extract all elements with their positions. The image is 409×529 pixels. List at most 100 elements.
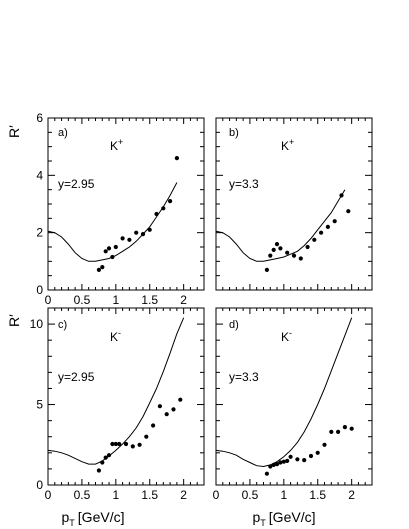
x-tick-label: 0.5 — [74, 293, 91, 307]
data-point — [134, 230, 139, 235]
data-point — [274, 242, 280, 247]
data-point — [325, 224, 330, 229]
data-point — [278, 246, 283, 251]
data-points — [96, 156, 179, 272]
data-point — [271, 462, 276, 467]
panel-d: 0 0.5 1 1.5 2 d) K- y=3.3 — [213, 307, 373, 502]
data-point — [288, 454, 293, 459]
data-point — [106, 453, 112, 458]
data-point — [268, 464, 273, 469]
y-tick-label: 4 — [36, 168, 43, 182]
data-point — [342, 425, 347, 430]
data-point — [278, 460, 283, 465]
panel-frame — [215, 307, 373, 486]
tick-marks — [215, 117, 372, 291]
charge-superscript: + — [289, 137, 294, 147]
data-point — [168, 199, 173, 204]
data-point — [100, 460, 105, 465]
data-point — [154, 211, 159, 217]
x-tick-label: 0 — [45, 293, 52, 307]
x-tick-label: 2 — [348, 488, 355, 502]
model-curve — [215, 189, 346, 262]
y-tick-label: 5 — [36, 398, 43, 412]
x-axis-p: p — [62, 509, 70, 525]
x-axis-unit: [GeV/c] — [78, 509, 125, 525]
data-points — [96, 397, 183, 473]
model-curve — [215, 317, 353, 468]
data-point — [103, 455, 108, 460]
rapidity-label: y=2.95 — [58, 370, 95, 384]
panel-label: b) — [229, 127, 239, 139]
data-points — [264, 425, 354, 476]
panel-label: a) — [58, 127, 68, 139]
particle-symbol: K — [110, 139, 118, 153]
x-tick-label: 2 — [180, 293, 187, 307]
x-axis-title-right: pT [GeV/c] — [253, 509, 316, 528]
data-point — [178, 397, 183, 402]
x-axis-subscript: T — [69, 518, 75, 528]
data-point — [271, 247, 276, 252]
data-point — [130, 444, 135, 449]
data-point — [171, 407, 176, 412]
data-point — [123, 441, 129, 447]
particle-label: K+ — [110, 137, 123, 153]
data-point — [100, 265, 105, 270]
panel-label: c) — [58, 319, 67, 331]
tick-labels: 0 0.5 1 1.5 2 0 2 4 6 — [36, 111, 187, 307]
x-axis-unit: [GeV/c] — [269, 509, 316, 525]
x-tick-label: 0 — [45, 488, 52, 502]
panel-frame — [47, 307, 205, 486]
data-point — [281, 459, 286, 464]
data-point — [110, 441, 115, 447]
data-point — [322, 442, 327, 447]
x-axis-subscript: T — [260, 518, 266, 528]
data-point — [332, 219, 337, 224]
data-point — [298, 256, 303, 261]
data-point — [264, 471, 269, 476]
tick-labels: 0 0.5 1 1.5 2 0 5 10 — [30, 317, 188, 502]
data-points — [264, 193, 351, 272]
data-point — [96, 468, 101, 473]
data-point — [285, 458, 290, 463]
data-point — [164, 412, 169, 417]
data-point — [103, 249, 108, 254]
data-point — [144, 434, 149, 439]
y-axis-symbol-bottom: R′ — [6, 314, 22, 327]
data-point — [117, 441, 122, 447]
charge-superscript: - — [118, 328, 121, 338]
model-curve — [47, 317, 185, 465]
data-point — [295, 457, 300, 462]
data-point — [349, 426, 354, 431]
charge-superscript: + — [118, 137, 123, 147]
data-point — [308, 453, 314, 459]
y-tick-label: 10 — [30, 317, 44, 331]
data-point — [106, 246, 112, 251]
x-axis-p: p — [253, 509, 261, 525]
data-point — [268, 253, 273, 258]
panel-label: d) — [229, 319, 239, 331]
data-point — [346, 209, 351, 214]
x-tick-label: 1 — [112, 293, 119, 307]
data-point — [312, 237, 317, 242]
x-tick-label: 1.5 — [309, 488, 326, 502]
data-point — [113, 441, 118, 447]
charge-superscript: - — [289, 328, 292, 338]
panel-a: 0 0.5 1 1.5 2 0 2 4 6 a) K+ y=2.95 — [36, 111, 205, 307]
data-point — [127, 237, 132, 242]
rapidity-label: y=2.95 — [58, 177, 95, 191]
x-tick-label: 1 — [112, 488, 119, 502]
data-point — [315, 450, 320, 455]
y-tick-label: 0 — [36, 478, 43, 492]
tick-marks — [47, 308, 204, 486]
x-tick-label: 2 — [180, 488, 187, 502]
tick-labels: 0 0.5 1 1.5 2 — [213, 488, 356, 502]
particle-label: K- — [281, 328, 292, 344]
y-tick-label: 6 — [36, 111, 43, 125]
x-tick-label: 1.5 — [141, 488, 158, 502]
x-tick-label: 1.5 — [141, 293, 158, 307]
x-axis-title-left: pT [GeV/c] — [62, 509, 125, 528]
panel-b: b) K+ y=3.3 — [215, 117, 373, 291]
data-point — [110, 254, 115, 260]
particle-label: K+ — [281, 137, 294, 153]
x-tick-label: 0.5 — [74, 488, 91, 502]
